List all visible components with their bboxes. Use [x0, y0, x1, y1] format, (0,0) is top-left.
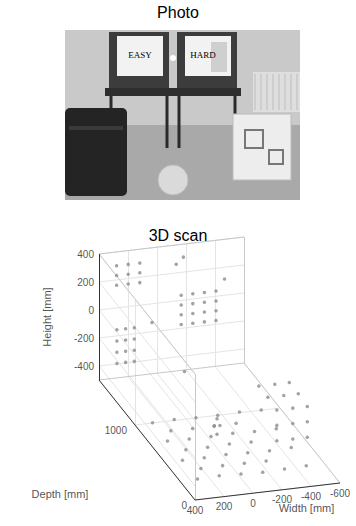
- svg-text:Photo: Photo: [157, 4, 199, 21]
- svg-text:-400: -400: [301, 491, 321, 502]
- svg-text:-200: -200: [74, 333, 94, 344]
- svg-text:3D scan: 3D scan: [149, 227, 208, 244]
- svg-text:-600: -600: [330, 488, 350, 499]
- svg-text:400: 400: [77, 249, 94, 260]
- svg-text:400: 400: [187, 505, 204, 516]
- svg-text:Width [mm]: Width [mm]: [279, 502, 335, 514]
- svg-text:200: 200: [216, 501, 233, 512]
- svg-text:0: 0: [181, 500, 187, 511]
- svg-text:Height [mm]: Height [mm]: [41, 287, 53, 346]
- svg-text:EASY: EASY: [128, 50, 152, 60]
- svg-text:0: 0: [88, 305, 94, 316]
- svg-text:0: 0: [250, 498, 256, 509]
- svg-text:HARD: HARD: [190, 50, 216, 60]
- svg-text:Depth [mm]: Depth [mm]: [32, 488, 89, 500]
- svg-text:-400: -400: [74, 361, 94, 372]
- svg-text:1000: 1000: [105, 425, 128, 436]
- svg-text:-200: -200: [272, 494, 292, 506]
- svg-text:200: 200: [77, 277, 94, 288]
